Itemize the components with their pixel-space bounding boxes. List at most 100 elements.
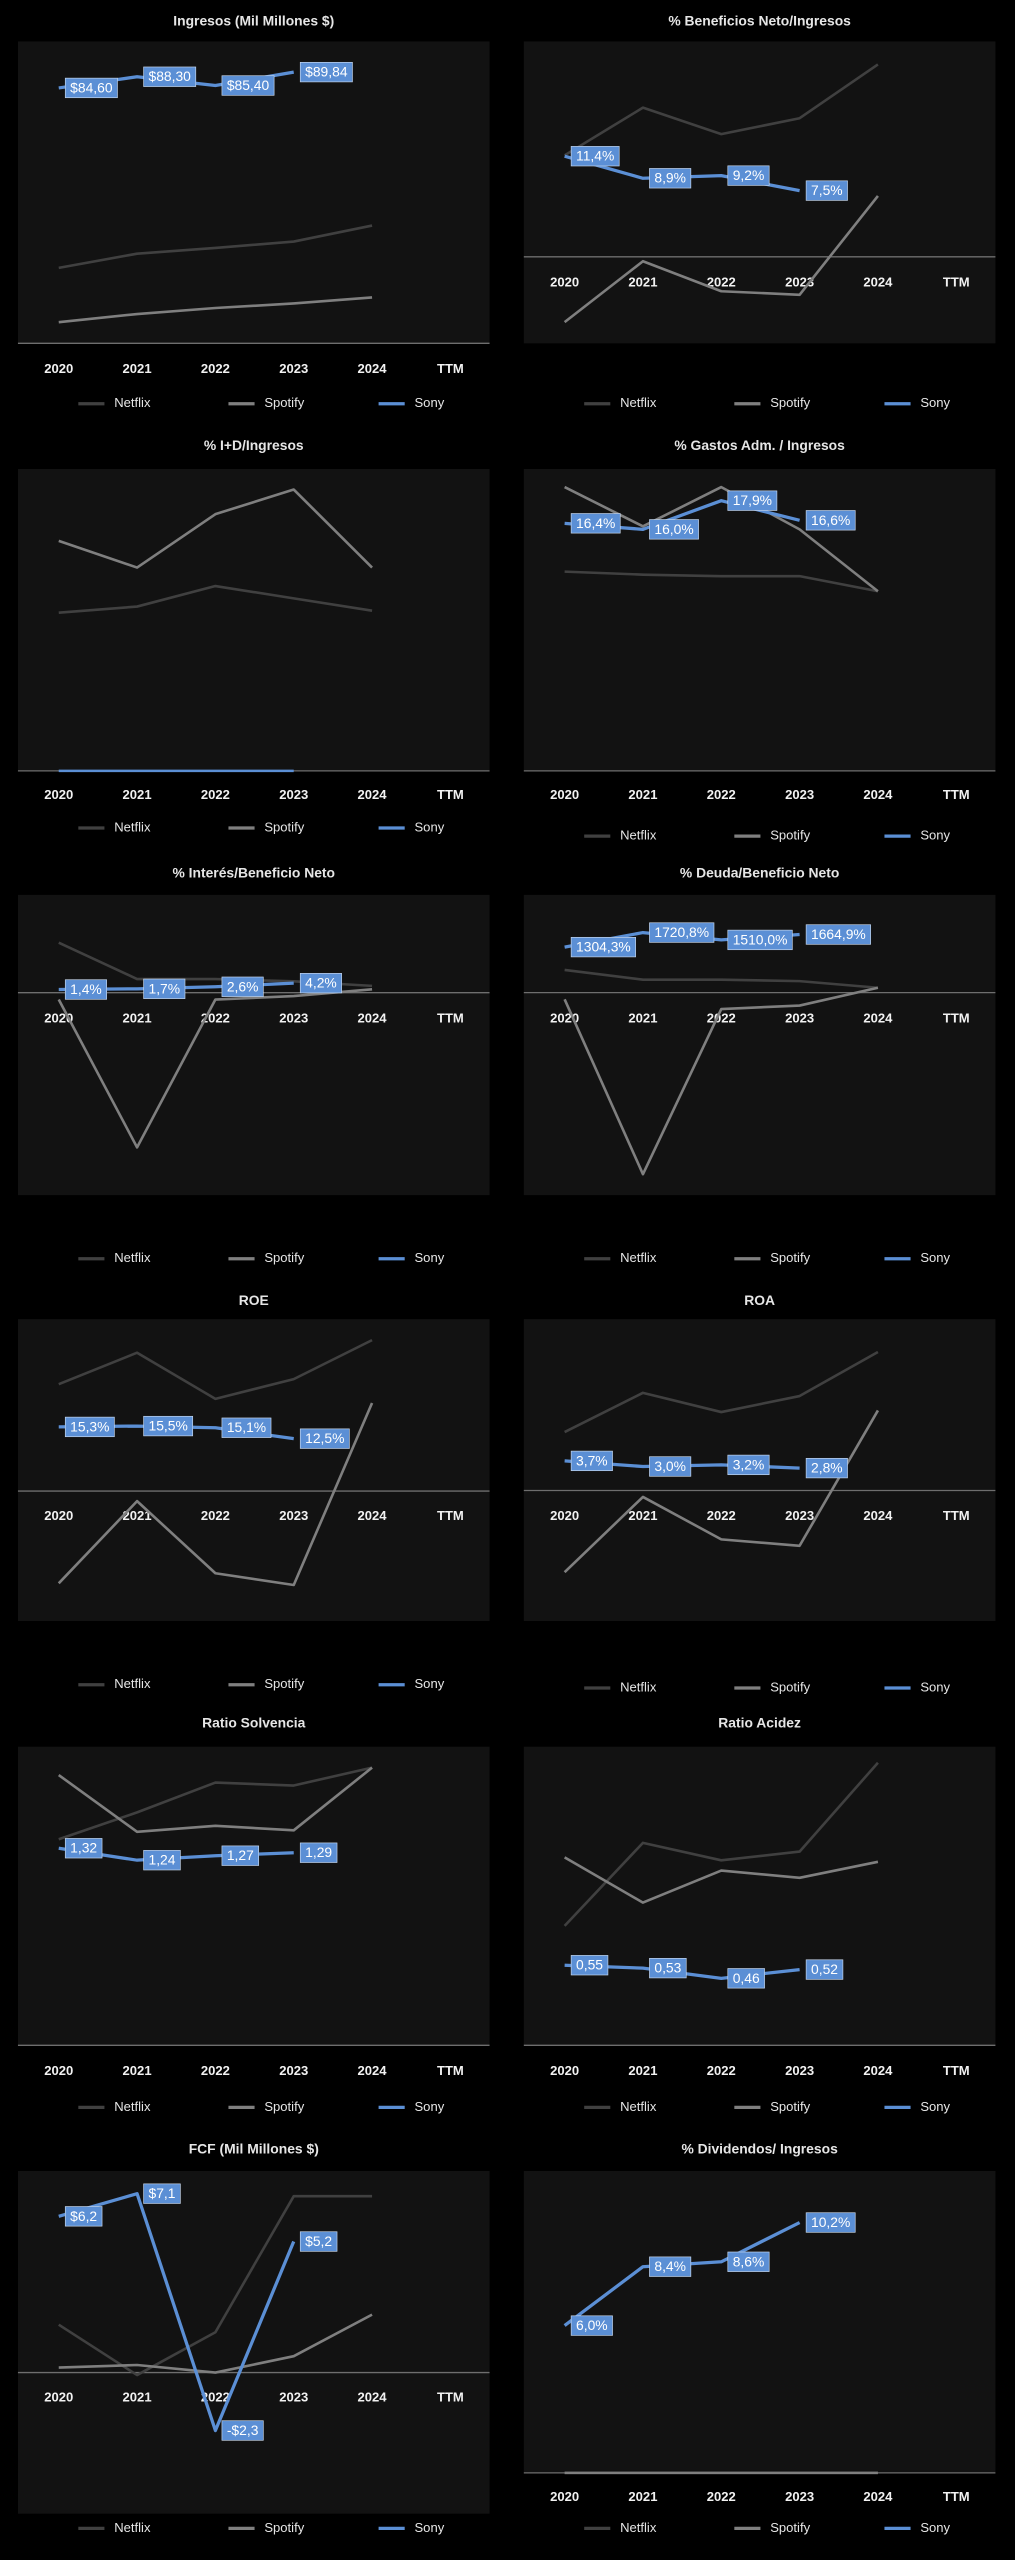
data-label-box <box>143 66 197 87</box>
x-tick-label: TTM <box>437 361 464 376</box>
data-label-box <box>143 978 186 999</box>
chart-panel: Ratio Solvencia 2020 2021 2022 2023 2024 TTM Ne… <box>17 1715 490 2114</box>
legend-label: Spotify <box>770 2099 810 2114</box>
data-label-box <box>64 979 107 1000</box>
x-tick-label: 2020 <box>550 2063 579 2078</box>
chart-title: ROE <box>239 1292 269 1308</box>
chart-title: % Interés/Beneficio Neto <box>172 864 335 880</box>
data-label: $84,60 <box>70 79 113 95</box>
x-tick-label: 2023 <box>785 1508 814 1523</box>
chart-title: ROA <box>744 1292 775 1308</box>
chart-title: % I+D/Ingresos <box>204 437 304 453</box>
data-label: 1,32 <box>70 1840 97 1856</box>
data-label-box <box>143 1415 194 1437</box>
x-tick-label: TTM <box>437 787 464 802</box>
legend-label: Netflix <box>114 2099 151 2114</box>
data-label-box <box>570 513 621 534</box>
x-tick-label: TTM <box>437 2063 464 2078</box>
legend-label: Netflix <box>114 395 151 410</box>
series-line <box>57 987 373 1149</box>
legend-label: Spotify <box>264 395 304 410</box>
series-line <box>563 1856 879 1904</box>
chart-panel: FCF (Mil Millones $) 2020 2021 2022 2023 2024… <box>17 2140 490 2535</box>
x-tick-label: TTM <box>943 787 970 802</box>
data-label: 1720,8% <box>654 924 709 940</box>
legend-label: Sony <box>414 1250 444 1265</box>
data-label: 1,4% <box>70 981 102 997</box>
legend-label: Sony <box>414 2099 444 2114</box>
series-line <box>563 1409 880 1574</box>
data-label-box <box>727 1968 765 1989</box>
legend-label: Spotify <box>770 395 810 410</box>
x-tick-label: 2023 <box>279 2063 308 2078</box>
legend-label: Netflix <box>114 819 151 834</box>
data-label: 3,7% <box>576 1452 608 1468</box>
data-label: 7,5% <box>811 182 843 198</box>
x-tick-label: 2022 <box>201 787 230 802</box>
x-tick-label: TTM <box>437 2389 464 2404</box>
data-label: 4,2% <box>305 975 337 991</box>
chart-panel: ROE 2020 2021 2022 2023 2024 TTM Netflix Spotify… <box>17 1292 490 1691</box>
legend-label: Netflix <box>114 1676 151 1691</box>
series-line <box>58 584 373 615</box>
data-label: 16,6% <box>811 512 850 528</box>
x-tick-label: 2023 <box>785 1010 814 1025</box>
data-label: 17,9% <box>733 492 772 508</box>
data-label-box <box>649 922 715 943</box>
legend-label: Sony <box>414 2520 444 2535</box>
data-label-box <box>805 2212 856 2233</box>
data-label: $7,1 <box>148 2185 175 2201</box>
data-label: 0,53 <box>654 1960 681 1976</box>
data-label: 1,7% <box>148 980 180 996</box>
x-tick-label: 2021 <box>628 2489 657 2504</box>
data-label-box <box>649 1958 687 1979</box>
data-label: 2,8% <box>811 1460 843 1476</box>
x-tick-label: 2022 <box>707 2489 736 2504</box>
data-label-box <box>221 976 264 997</box>
x-tick-label: 2020 <box>44 2063 73 2078</box>
legend-label: Sony <box>920 395 950 410</box>
legend-label: Netflix <box>620 2099 657 2114</box>
x-tick-label: 2020 <box>44 361 73 376</box>
data-label-box <box>299 61 353 83</box>
x-tick-label: 2020 <box>550 2489 579 2504</box>
data-label: 11,4% <box>576 148 614 164</box>
chart-panel: % Gastos Adm. / Ingresos 2020 2021 2022 2023… <box>523 437 996 843</box>
data-label-box <box>570 2315 613 2336</box>
x-tick-label: 2021 <box>123 1010 152 1025</box>
legend-label: Spotify <box>264 1676 304 1691</box>
data-label: 15,5% <box>148 1418 187 1434</box>
data-label-box <box>727 1454 770 1476</box>
data-label-box <box>570 146 620 167</box>
legend-label: Netflix <box>620 1250 657 1265</box>
x-tick-label: TTM <box>437 1508 464 1523</box>
x-tick-label: 2021 <box>123 2389 152 2404</box>
chart-panel: ROA 2020 2021 2022 2023 2024 TTM Netflix Spotify… <box>523 1292 996 1694</box>
data-label: $85,40 <box>227 77 270 93</box>
data-label: 8,6% <box>733 2253 765 2269</box>
x-tick-label: TTM <box>943 2063 970 2078</box>
x-tick-label: 2024 <box>358 2063 388 2078</box>
data-label: 1,27 <box>227 1847 254 1863</box>
data-label-box <box>221 2420 264 2441</box>
series-line <box>58 2192 296 2433</box>
legend-label: Netflix <box>114 1250 151 1265</box>
data-label: 8,9% <box>654 170 686 186</box>
data-label-box <box>805 1457 848 1479</box>
x-tick-label: 2024 <box>863 1508 893 1523</box>
data-label: 15,3% <box>70 1418 109 1434</box>
x-tick-label: 2024 <box>358 1010 388 1025</box>
x-tick-label: 2020 <box>44 2389 73 2404</box>
x-tick-label: 2022 <box>201 2389 230 2404</box>
series-line <box>564 968 879 990</box>
series-line <box>58 1338 373 1401</box>
x-tick-label: 2021 <box>628 2063 657 2078</box>
legend-label: Netflix <box>620 828 657 843</box>
plot-area <box>17 1746 490 2046</box>
x-tick-label: TTM <box>943 274 970 289</box>
x-tick-label: 2022 <box>707 2063 736 2078</box>
chart-title: FCF (Mil Millones $) <box>189 2140 319 2156</box>
data-label-box <box>221 1417 272 1438</box>
series-line <box>563 195 879 324</box>
